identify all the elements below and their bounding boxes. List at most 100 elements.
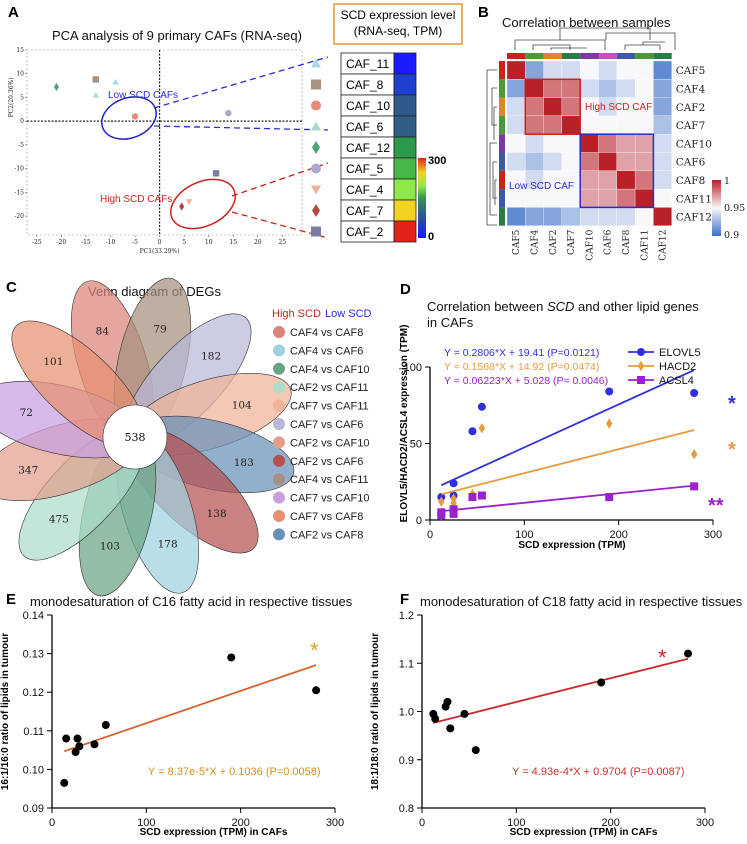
venn-legend-label: CAF4 vs CAF6 <box>290 345 363 357</box>
legend-name: CAF_6 <box>346 120 384 134</box>
c16-point <box>312 686 321 695</box>
venn-legend-label: CAF2 vs CAF8 <box>290 529 363 541</box>
low-scd-group-label: Low SCD CAFs <box>108 90 178 101</box>
colorbar-bar <box>418 158 426 238</box>
heatmap-cell <box>653 134 672 153</box>
legend-marker-caf6 <box>311 121 321 131</box>
colorbar-max-label: 300 <box>428 155 446 167</box>
c18-xtick-label: 300 <box>696 817 714 829</box>
heatmap-row-label: CAF6 <box>676 157 706 169</box>
venn-count: 475 <box>49 514 69 526</box>
legend-name: CAF_11 <box>346 57 389 71</box>
pca-ytick-label: -20 <box>14 213 24 220</box>
c18-ytick-label: 0.9 <box>399 755 414 767</box>
venn-center-circle <box>102 404 168 470</box>
lipid-title-prefix: Correlation between <box>427 299 547 314</box>
heatmap-cell <box>561 207 581 226</box>
legend-marker-caf2 <box>311 226 321 237</box>
legend-marker-caf8 <box>311 79 321 90</box>
lipid-point-hacd2 <box>606 418 613 429</box>
lipid-point-acsl4 <box>468 493 477 502</box>
venn-legend-swatch <box>273 344 285 357</box>
legend-color-cell <box>393 73 417 96</box>
venn-legend-swatch <box>273 473 285 486</box>
venn-count: 84 <box>96 325 110 337</box>
lipid-legend-marker <box>637 348 645 356</box>
high-scd-box <box>524 78 581 135</box>
pca-xtick-label: 25 <box>279 239 287 246</box>
heatmap-cell <box>653 170 672 190</box>
scd-colorbar <box>418 158 426 238</box>
lipid-point-elovl5 <box>477 402 486 411</box>
top-dendrogram <box>514 27 676 50</box>
lipid-point-hacd2 <box>690 449 698 460</box>
heatmap-cell <box>506 79 526 98</box>
c18-equation: Y = 4.93e-4*X + 0.9704 (P=0.0087) <box>512 766 685 778</box>
lipid-equation-elovl5: Y = 0.2806*X + 19.41 (P=0.0121) <box>444 347 599 359</box>
heatmap-cell <box>634 207 654 226</box>
heatmap-cell <box>543 115 563 135</box>
heatmap-cell <box>634 115 654 135</box>
legend-marker-caf11 <box>311 58 321 68</box>
c18-plot: monodesaturation of C18 fatty acid in re… <box>370 594 743 838</box>
pca-point-caf10 <box>131 113 139 120</box>
panel-c: C Venn diagram of DEGs 84791821041831381… <box>0 277 372 597</box>
heatmap-cell <box>634 152 654 171</box>
c18-xtick-label: 0 <box>419 817 425 829</box>
heatmap-cell <box>634 60 654 80</box>
lipid-title: Correlation between SCD and other lipid … <box>427 299 699 314</box>
venn-legend-label: CAF2 vs CAF6 <box>290 456 363 468</box>
pca-point-caf12 <box>53 82 60 92</box>
col-group-strip <box>507 53 526 59</box>
heatmap-cell <box>525 60 544 80</box>
panel-label-e: E <box>6 591 16 608</box>
heatmap-cell <box>561 79 581 98</box>
lipid-point-elovl5 <box>605 387 614 396</box>
c18-xlabel: SCD expression (TPM) in CAFs <box>510 827 658 838</box>
c16-point <box>101 721 110 730</box>
lipid-equation-hacd2: Y = 0.1568*X + 14.92 (P=0.0474) <box>444 361 599 373</box>
heatmap-cell <box>543 152 563 171</box>
heatmap-cell <box>598 60 617 80</box>
venn-legend-swatch <box>273 528 285 541</box>
row-group-strip <box>499 170 505 190</box>
scd-legend-title-1: SCD expression level <box>341 8 456 22</box>
heatmap-cell <box>525 79 544 98</box>
venn-legend-label: CAF4 vs CAF8 <box>290 327 363 339</box>
heatmap-cell <box>580 170 599 190</box>
pca-frame <box>26 49 303 236</box>
heatmap-col-label: CAF2 <box>549 230 559 255</box>
legend-name: CAF_4 <box>346 183 384 197</box>
pca-ytick-label: -15 <box>14 189 24 196</box>
col-group-strip <box>580 53 599 59</box>
colorbar-min-label: 0 <box>428 231 434 243</box>
c16-point <box>75 742 84 751</box>
lipid-equation-acsl4: Y = 0.06223*X + 5.028 (P= 0.0046) <box>444 375 608 387</box>
pca-xtick-label: -5 <box>132 239 138 246</box>
c18-point <box>460 709 469 718</box>
heatmap-row-label: CAF2 <box>676 102 706 114</box>
heatmap-cell <box>561 134 581 153</box>
legend-color-cell <box>393 52 417 75</box>
col-group-strip <box>525 53 544 59</box>
c18-title: monodesaturation of C18 fatty acid in re… <box>420 594 743 609</box>
lipid-genes-plot: Correlation between SCD and other lipid … <box>399 299 736 551</box>
heat-scale-bar <box>712 180 721 236</box>
c16-xlabel: SCD expression (TPM) in CAFs <box>140 827 288 838</box>
lipid-point-acsl4 <box>690 482 699 491</box>
heatmap-cell <box>561 97 581 117</box>
heatmap-cell <box>543 207 563 226</box>
c16-point <box>90 740 99 749</box>
heatmap-row-label: CAF7 <box>676 120 706 132</box>
c16-xtick-label: 200 <box>231 817 249 829</box>
heatmap-cell <box>580 134 599 153</box>
venn-legend-swatch <box>273 418 285 430</box>
c16-ytick-label: 0.11 <box>23 726 44 738</box>
lipid-point-elovl5 <box>449 479 458 488</box>
lipid-legend-label: HACD2 <box>659 361 696 373</box>
c16-title: monodesaturation of C16 fatty acid in re… <box>30 594 353 609</box>
c16-xtick-label: 100 <box>137 817 155 829</box>
lipid-title-suffix: and other lipid genes <box>574 299 699 314</box>
heatmap-row-label: CAF8 <box>676 175 706 187</box>
